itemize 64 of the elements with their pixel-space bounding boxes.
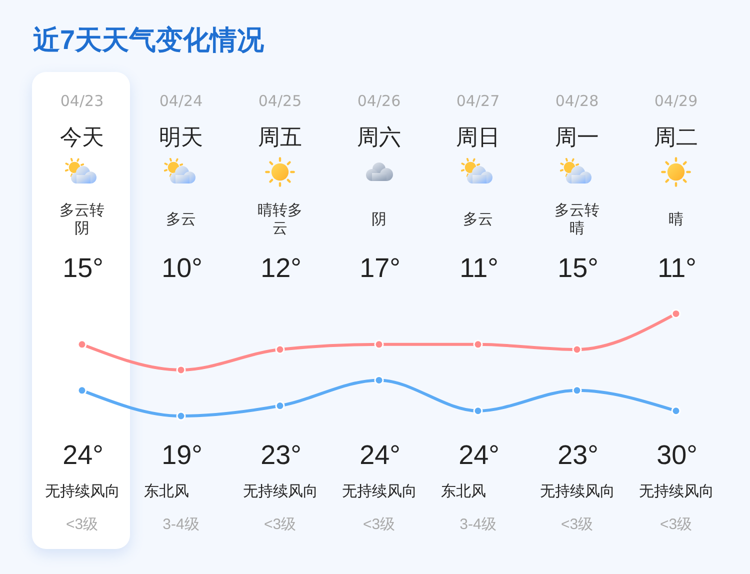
text: 多云转阴 <box>58 202 106 238</box>
x-tick-label: 04/28 <box>555 92 599 110</box>
text: 无持续风向 <box>45 483 121 501</box>
text: 今天 <box>60 124 104 150</box>
point <box>176 365 186 375</box>
point <box>374 340 384 350</box>
point <box>473 340 483 350</box>
text: 无持续风向 <box>243 483 319 501</box>
x-tick-label: 04/24 <box>159 92 203 110</box>
point <box>275 344 285 354</box>
data-label: 23° <box>260 440 302 470</box>
x-tick-label: 04/23 <box>60 92 104 110</box>
text: 3-4级 <box>162 516 200 534</box>
x-tick-label: 04/27 <box>456 92 500 110</box>
text: 晴转多云 <box>256 202 304 238</box>
text: 多云 <box>165 211 197 229</box>
text: 阴 <box>370 211 388 229</box>
text: <3级 <box>362 516 396 534</box>
data-label: 19° <box>162 440 202 470</box>
data-label: 12° <box>260 253 302 283</box>
text: 无持续风向 <box>540 483 616 501</box>
text: <3级 <box>660 516 692 534</box>
data-label: 24° <box>360 440 400 470</box>
point <box>77 386 87 396</box>
x-tick-label: 04/29 <box>654 92 698 110</box>
text: 周二 <box>654 124 698 150</box>
point <box>572 344 582 354</box>
text: 周六 <box>357 124 401 150</box>
text: <3级 <box>264 516 296 534</box>
data-label: 11° <box>658 253 696 283</box>
x-tick-label: 04/26 <box>357 92 401 110</box>
point <box>77 340 87 350</box>
data-label: 10° <box>162 253 202 283</box>
data-label: 15° <box>62 253 104 283</box>
point <box>671 308 681 318</box>
text: 东北风 <box>144 483 190 501</box>
text: 周五 <box>258 124 302 150</box>
point <box>176 411 186 421</box>
point <box>572 386 582 396</box>
x-tick-label: 04/25 <box>258 92 302 110</box>
text: 多云转晴 <box>554 202 600 238</box>
text: <3级 <box>66 516 98 534</box>
point <box>374 375 384 385</box>
text: 东北风 <box>441 483 487 501</box>
data-label: 15° <box>558 253 598 283</box>
text: 无持续风向 <box>342 483 418 501</box>
point <box>473 406 483 416</box>
chart-title: 近7天天气变化情况 <box>33 24 264 57</box>
data-label: 24° <box>62 440 104 470</box>
data-label: 30° <box>656 440 698 470</box>
text: 多云 <box>462 211 494 229</box>
data-label: 11° <box>460 253 498 283</box>
text: 周日 <box>456 124 500 150</box>
text: 周一 <box>555 124 599 150</box>
data-label: 17° <box>360 253 400 283</box>
text: <3级 <box>560 516 594 534</box>
data-label: 24° <box>458 440 500 470</box>
text: 3-4级 <box>460 516 496 534</box>
point <box>671 406 681 416</box>
point <box>275 401 285 411</box>
text: 明天 <box>159 124 203 150</box>
data-label: 23° <box>558 440 598 470</box>
text: 晴 <box>668 211 684 229</box>
text: 无持续风向 <box>639 483 715 501</box>
